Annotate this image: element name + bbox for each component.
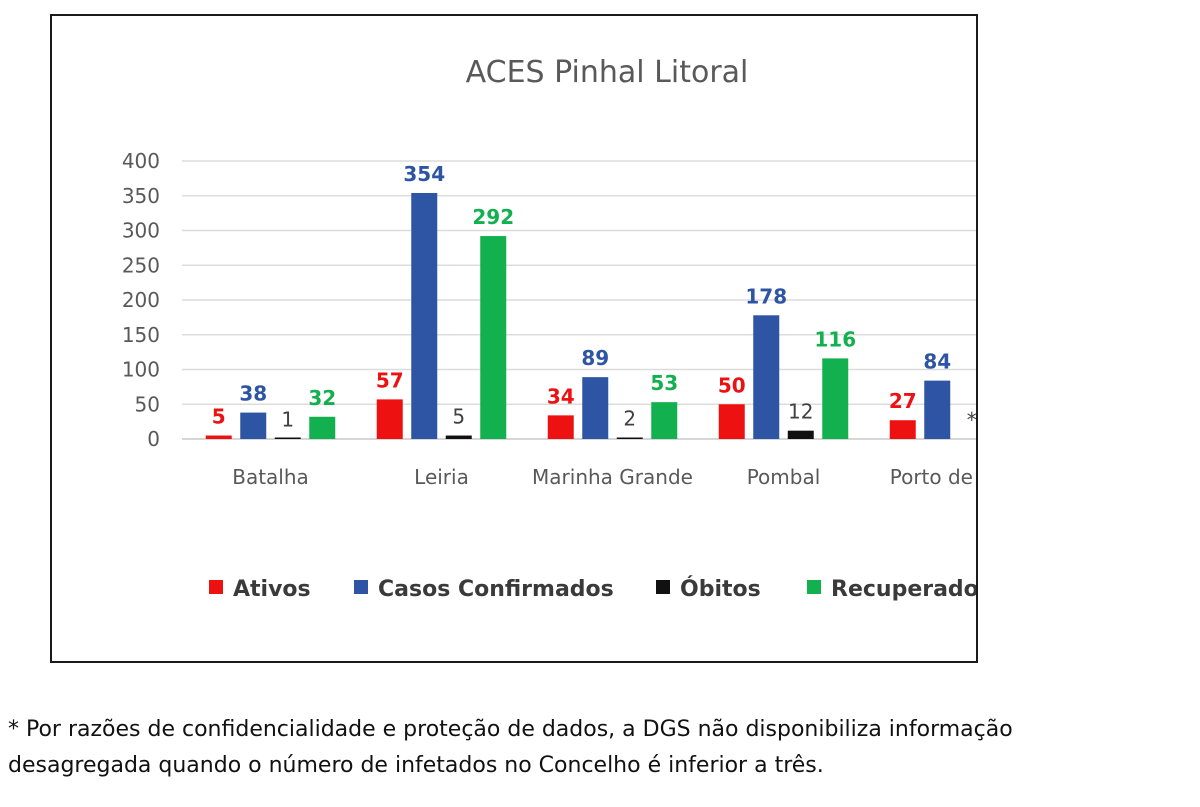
- legend: Ativos Casos Confirmados Óbitos Recuperados: [209, 576, 976, 602]
- footnote-line-2: desagregada quando o número de infetados…: [8, 753, 824, 778]
- bar: [547, 415, 574, 439]
- bar: [582, 377, 609, 439]
- data-label: 27: [889, 389, 917, 413]
- footnote-line-1: * Por razões de confidencialidade e prot…: [8, 717, 1013, 742]
- bar: [924, 380, 951, 439]
- data-label: 38: [239, 382, 267, 406]
- y-tick-label: 150: [122, 323, 160, 347]
- bar: [480, 236, 507, 439]
- x-tick-label: Batalha: [232, 465, 309, 489]
- bar: [445, 435, 472, 439]
- legend-label: Recuperados: [831, 577, 976, 602]
- y-tick-label: 250: [122, 253, 160, 277]
- y-tick-label: 350: [122, 184, 160, 208]
- legend-label: Óbitos: [680, 576, 761, 602]
- y-tick-label: 200: [122, 288, 160, 312]
- data-label: 12: [788, 400, 813, 424]
- y-tick-label: 400: [122, 149, 160, 173]
- legend-swatch: [656, 580, 670, 594]
- bar: [376, 399, 403, 439]
- x-tick-label: Marinha Grande: [532, 465, 693, 489]
- data-label: 57: [376, 368, 404, 392]
- footnote: * Por razões de confidencialidade e prot…: [8, 712, 1188, 784]
- data-label: 84: [923, 350, 951, 374]
- data-label: 32: [308, 386, 336, 410]
- bar: [274, 437, 301, 439]
- data-label: 5: [212, 405, 226, 429]
- y-tick-label: 300: [122, 219, 160, 243]
- x-tick-label: Porto de Mós: [890, 465, 976, 489]
- bar: [787, 430, 814, 439]
- bar: [822, 358, 849, 439]
- data-label: 89: [581, 346, 609, 370]
- x-tick-label: Pombal: [747, 465, 821, 489]
- chart-frame: ACES Pinhal Litoral 0 50 100 150 200 250 300 35…: [50, 14, 978, 663]
- data-label: 50: [718, 373, 746, 397]
- data-label: 116: [814, 327, 856, 351]
- y-tick-label: 50: [135, 392, 160, 416]
- bar: [205, 435, 232, 439]
- x-tick-label: Leiria: [414, 465, 469, 489]
- data-label: 1: [281, 407, 294, 431]
- data-label: *: [967, 408, 976, 432]
- y-tick-label: 0: [147, 427, 160, 451]
- bar: [240, 412, 267, 439]
- legend-label: Casos Confirmados: [378, 577, 614, 602]
- legend-label: Ativos: [233, 577, 311, 602]
- bar: [616, 437, 643, 439]
- data-label: 2: [623, 407, 636, 431]
- gridlines: [182, 160, 976, 440]
- legend-swatch: [807, 580, 821, 594]
- chart-title: ACES Pinhal Litoral: [466, 55, 749, 90]
- data-label: 292: [472, 205, 514, 229]
- x-axis-ticks: Batalha Leiria Marinha Grande Pombal Porto d…: [232, 465, 976, 489]
- bar: [753, 315, 780, 439]
- legend-swatch: [209, 580, 223, 594]
- bar: [309, 416, 336, 439]
- bar-chart: ACES Pinhal Litoral 05010015020025030035…: [122, 55, 976, 602]
- bar: [718, 404, 745, 439]
- bars: [205, 192, 951, 439]
- y-tick-label: 100: [122, 358, 160, 382]
- legend-swatch: [354, 580, 368, 594]
- bar: [651, 402, 678, 439]
- bar: [889, 420, 916, 439]
- bar: [411, 192, 438, 439]
- data-label: 178: [745, 284, 787, 308]
- data-label: 354: [403, 162, 445, 186]
- data-label: 5: [452, 405, 465, 429]
- data-label: 53: [650, 371, 678, 395]
- y-axis-ticks: 0 50 100 150 200 250 300 350 400: [122, 149, 160, 451]
- data-label: 34: [547, 384, 575, 408]
